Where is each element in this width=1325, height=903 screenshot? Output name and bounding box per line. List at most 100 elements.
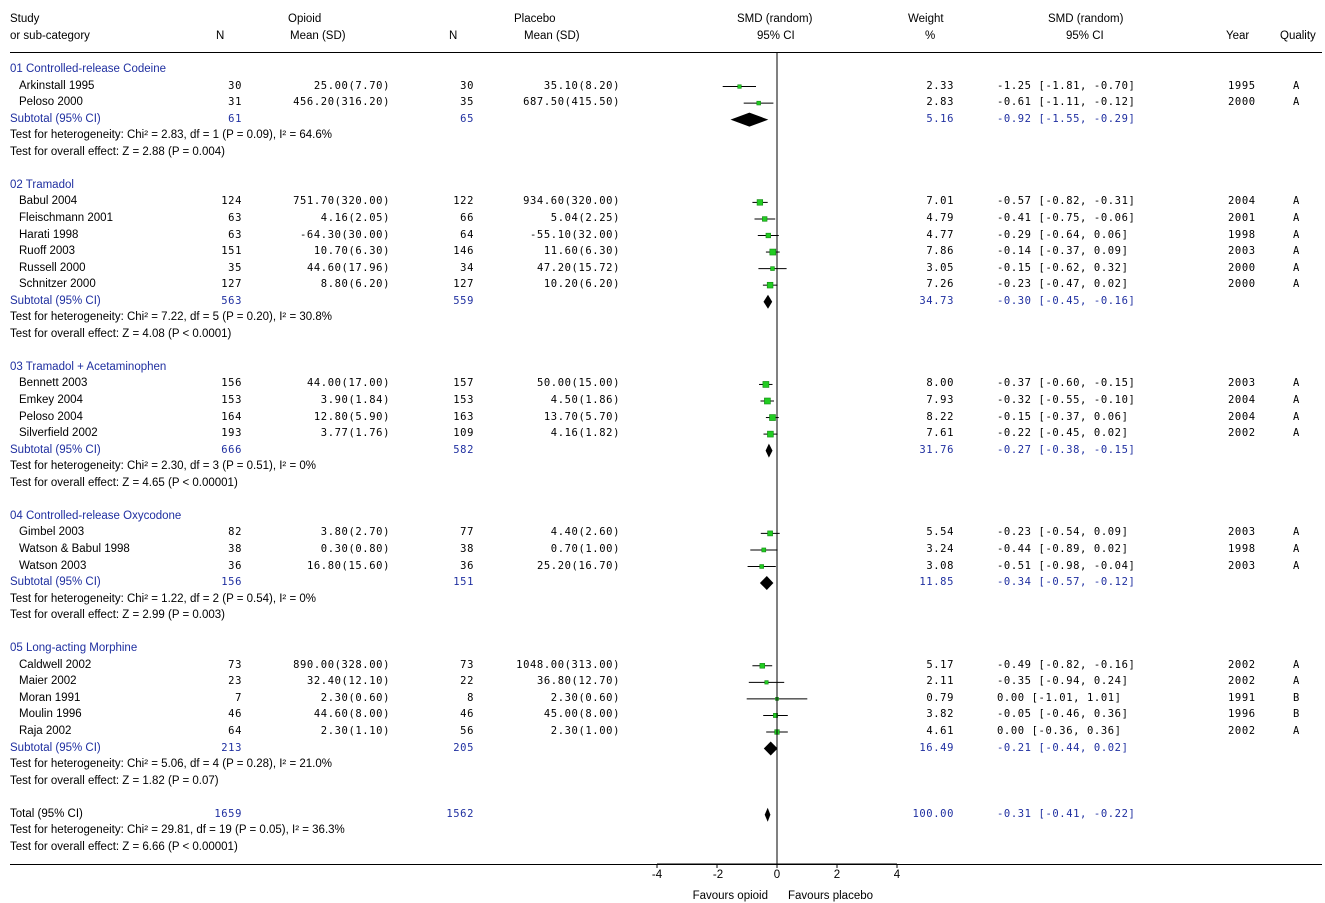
smd-ci-text: -0.32 [-0.55, -0.10]	[997, 394, 1136, 406]
opioid-mean-sd: 16.80(15.60)	[306, 559, 390, 572]
subtotal-smd-ci: -0.21 [-0.44, 0.02]	[997, 741, 1129, 754]
study-year: 2002	[1228, 427, 1256, 440]
opioid-n: 73	[228, 658, 242, 671]
study-marker	[737, 84, 742, 89]
placebo-mean-sd: 11.60(6.30)	[543, 245, 620, 258]
study-quality: A	[1293, 79, 1300, 92]
smd-ci-text: -0.05 [-0.46, 0.36]	[997, 708, 1129, 721]
study-year: 1996	[1228, 708, 1256, 721]
subtotal-placebo-n: 151	[453, 576, 474, 589]
weight-value: 4.79	[926, 211, 954, 224]
study-marker	[770, 266, 775, 271]
study-quality: A	[1293, 278, 1300, 291]
placebo-n: 46	[460, 708, 474, 721]
study-quality: A	[1293, 245, 1300, 258]
group-heading: 05 Long-acting Morphine	[10, 642, 138, 655]
placebo-n: 153	[453, 394, 474, 406]
header-placebo-mean-sd: Mean (SD)	[524, 30, 580, 42]
weight-value: 2.33	[926, 79, 954, 92]
opioid-n: 193	[221, 427, 242, 440]
heterogeneity-test: Test for heterogeneity: Chi² = 7.22, df …	[10, 311, 332, 324]
subtotal-placebo-n: 559	[453, 294, 474, 307]
smd-ci-text: -0.49 [-0.82, -0.16]	[997, 658, 1136, 671]
placebo-n: 64	[460, 228, 474, 241]
header-year: Year	[1226, 30, 1250, 42]
study-year: 1995	[1228, 79, 1256, 92]
subtotal-placebo-n: 582	[453, 443, 474, 456]
opioid-n: 127	[221, 278, 242, 291]
smd-ci-text: -0.23 [-0.54, 0.09]	[997, 526, 1129, 539]
study-quality: B	[1293, 708, 1300, 721]
header-opioid-mean-sd: Mean (SD)	[290, 30, 346, 42]
placebo-n: 66	[460, 211, 474, 224]
study-quality: A	[1293, 725, 1300, 737]
study-year: 1998	[1228, 228, 1256, 241]
study-year: 2002	[1228, 675, 1256, 688]
heterogeneity-test: Test for heterogeneity: Chi² = 2.83, df …	[10, 129, 332, 142]
placebo-mean-sd: 47.20(15.72)	[536, 261, 620, 274]
placebo-mean-sd: 25.20(16.70)	[536, 559, 620, 572]
placebo-mean-sd: 10.20(6.20)	[543, 278, 620, 291]
opioid-n: 31	[228, 96, 242, 109]
opioid-n: 38	[228, 542, 242, 555]
subtotal-label: Subtotal (95% CI)	[10, 294, 101, 307]
study-marker	[764, 680, 769, 685]
study-marker	[759, 564, 764, 569]
smd-ci-text: 0.00 [-0.36, 0.36]	[997, 725, 1122, 737]
study-marker	[766, 281, 774, 289]
smd-ci-text: -1.25 [-1.81, -0.70]	[997, 79, 1136, 92]
placebo-n: 73	[460, 658, 474, 671]
subtotal-weight: 5.16	[926, 112, 954, 125]
weight-value: 7.61	[926, 427, 954, 440]
opioid-mean-sd: 3.80(2.70)	[320, 526, 390, 539]
placebo-mean-sd: 4.50(1.86)	[550, 394, 620, 406]
study-marker	[759, 663, 766, 669]
study-marker	[767, 530, 773, 537]
placebo-n: 34	[460, 261, 474, 274]
header-opioid: Opioid	[288, 13, 322, 25]
placebo-n: 146	[453, 245, 474, 258]
weight-value: 5.17	[926, 658, 954, 671]
overall-effect-test: Test for overall effect: Z = 1.82 (P = 0…	[10, 774, 219, 787]
overall-effect-test: Test for overall effect: Z = 4.65 (P < 0…	[10, 476, 238, 489]
opioid-n: 153	[221, 394, 242, 406]
study-quality: A	[1293, 542, 1300, 555]
weight-value: 2.83	[926, 96, 954, 109]
placebo-n: 157	[453, 377, 474, 390]
x-tick-label: 0	[773, 869, 781, 881]
placebo-mean-sd: 0.70(1.00)	[550, 542, 620, 555]
opioid-mean-sd: 4.16(2.05)	[320, 211, 390, 224]
header-n-opioid: N	[216, 30, 225, 42]
header-subcategory: or sub-category	[10, 30, 90, 42]
study-name: Arkinstall 1995	[19, 79, 95, 92]
study-name: Babul 2004	[19, 195, 78, 208]
opioid-mean-sd: 2.30(0.60)	[320, 691, 390, 704]
weight-value: 3.24	[926, 542, 954, 555]
heterogeneity-test: Test for heterogeneity: Chi² = 1.22, df …	[10, 592, 316, 605]
opioid-mean-sd: 456.20(316.20)	[293, 96, 390, 109]
placebo-mean-sd: 36.80(12.70)	[536, 675, 620, 688]
study-quality: A	[1293, 377, 1300, 390]
opioid-mean-sd: 25.00(7.70)	[313, 79, 390, 92]
subtotal-weight: 11.85	[919, 576, 954, 589]
placebo-n: 77	[460, 526, 474, 539]
study-name: Caldwell 2002	[19, 658, 92, 671]
opioid-mean-sd: 12.80(5.90)	[313, 410, 390, 423]
study-name: Emkey 2004	[19, 394, 83, 406]
subtotal-smd-ci: -0.27 [-0.38, -0.15]	[997, 443, 1136, 456]
opioid-n: 35	[228, 261, 242, 274]
study-quality: A	[1293, 228, 1300, 241]
subtotal-opioid-n: 213	[221, 741, 242, 754]
study-quality: A	[1293, 261, 1300, 274]
subtotal-diamond	[763, 741, 778, 756]
placebo-mean-sd: 4.40(2.60)	[550, 526, 620, 539]
header-n-placebo: N	[449, 30, 458, 42]
group-heading: 02 Tramadol	[10, 178, 74, 191]
weight-value: 8.00	[926, 377, 954, 390]
study-year: 2000	[1228, 261, 1256, 274]
study-name: Peloso 2004	[19, 410, 83, 423]
study-year: 1998	[1228, 542, 1256, 555]
subtotal-label: Subtotal (95% CI)	[10, 112, 101, 125]
x-tick-label: -2	[712, 869, 724, 881]
